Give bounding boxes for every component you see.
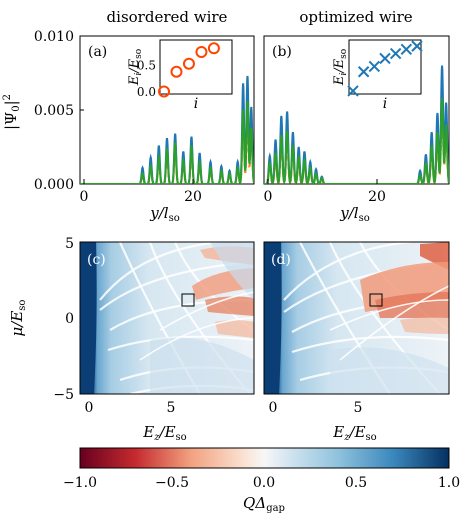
inset-point xyxy=(379,52,391,65)
heatmap-trivial-region xyxy=(150,337,254,394)
cbar-tick-0: −1.0 xyxy=(63,475,97,491)
panel-label-b: (b) xyxy=(272,44,292,60)
ytick-c-0: 0 xyxy=(65,311,74,327)
inset-point xyxy=(389,47,402,60)
ylabel-a: |Ψ0|2 xyxy=(2,94,22,130)
xlabel-d: Ez/Eso xyxy=(332,423,376,443)
inset-xlabel: i xyxy=(383,96,387,112)
heatmap-topological-region xyxy=(400,317,449,334)
cbar-tick-3: 0.5 xyxy=(345,475,367,491)
inset-point xyxy=(400,43,413,56)
xtick-d-5: 5 xyxy=(354,400,363,416)
heatmap-gap-closing-line xyxy=(159,291,254,331)
cbar-tick-1: −0.5 xyxy=(155,475,189,491)
inset-point xyxy=(158,85,170,98)
inset-point xyxy=(182,57,195,70)
xtick-b-0: 0 xyxy=(264,189,273,205)
ytick-a-0000: 0.000 xyxy=(34,177,74,193)
ylabel-c: μ/Eso xyxy=(8,300,28,337)
xlabel-c: Ez/Eso xyxy=(142,423,186,443)
heatmap-gap-closing-line xyxy=(139,317,254,361)
xtick-d-0: 0 xyxy=(269,400,278,416)
inset-point xyxy=(368,60,381,73)
xtick-b-20: 20 xyxy=(368,189,386,205)
xtick-a-0: 0 xyxy=(80,189,89,205)
inset-point xyxy=(357,66,370,78)
ytick-c-5: 5 xyxy=(65,236,74,252)
inset-b xyxy=(348,39,422,95)
title-b: optimized wire xyxy=(299,8,412,26)
inset-point xyxy=(207,42,220,55)
colorbar: −1.0 −0.5 0.0 0.5 1.0 QΔgap xyxy=(63,447,460,514)
panel-label-c: (c) xyxy=(87,252,106,268)
panel-d: (d) 0 5 Ez/Eso xyxy=(263,241,450,443)
heatmap-gap-closing-line xyxy=(339,285,449,361)
series-line-2 xyxy=(80,100,254,184)
inset-point xyxy=(195,46,208,58)
cbar-tick-2: 0.0 xyxy=(253,475,275,491)
heatmap-streak xyxy=(99,242,221,301)
title-a: disordered wire xyxy=(107,8,228,26)
ytick-a-0010: 0.010 xyxy=(34,29,74,45)
inset-point xyxy=(347,85,359,97)
panel-label-d: (d) xyxy=(271,252,291,268)
inset-a xyxy=(159,39,233,95)
xlabel-b: y/lso xyxy=(339,204,369,224)
marker-square-d xyxy=(369,293,383,307)
cbar-label: QΔgap xyxy=(243,494,285,514)
xlabel-a: y/lso xyxy=(149,204,179,224)
heatmap-gap-closing-line xyxy=(329,299,449,331)
heatmap-trivial-region xyxy=(330,347,449,394)
heatmap-trivial-region xyxy=(210,242,254,300)
panel-c: (c) 5 0 −5 0 5 μ/Eso Ez/Eso xyxy=(8,236,255,443)
inset-ytick: 0.5 xyxy=(137,58,156,72)
panel-label-a: (a) xyxy=(88,44,107,60)
inset-point xyxy=(411,40,423,52)
heatmap-trivial-region xyxy=(264,242,282,394)
cbar-tick-4: 1.0 xyxy=(438,475,460,491)
marker-square-c xyxy=(181,293,195,307)
xtick-c-0: 0 xyxy=(85,400,94,416)
inset-point xyxy=(170,65,183,78)
ytick-a-0005: 0.005 xyxy=(34,103,74,119)
xtick-c-5: 5 xyxy=(167,400,176,416)
heatmap-topological-region xyxy=(215,320,254,338)
xtick-a-20: 20 xyxy=(184,189,202,205)
inset-ytick: 0.0 xyxy=(137,85,156,99)
heatmap-topological-region xyxy=(375,292,449,318)
inset-xlabel: i xyxy=(194,96,198,112)
heatmap-trivial-region xyxy=(80,242,97,394)
ytick-c-m5: −5 xyxy=(53,387,74,403)
heatmap-streak xyxy=(291,335,449,354)
series-line-2 xyxy=(264,98,449,184)
